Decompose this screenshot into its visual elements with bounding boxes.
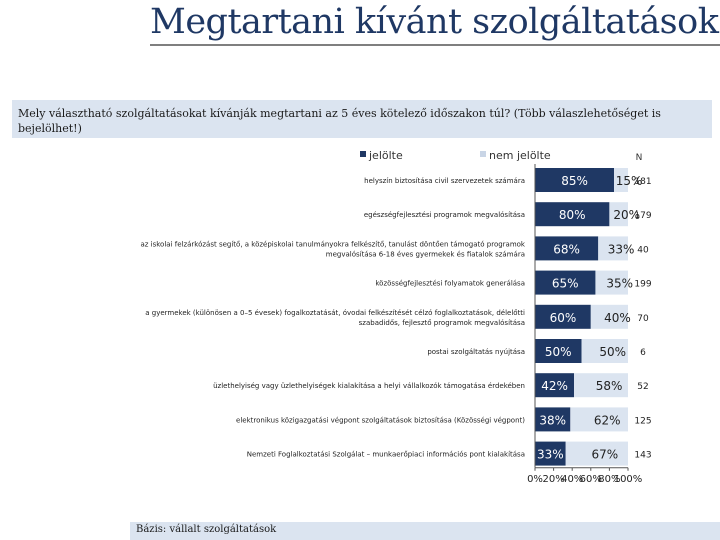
category-label: az iskolai felzárkózást segítő, a középi… xyxy=(140,239,525,248)
bar-nem-jelolte xyxy=(570,407,628,432)
n-value: 179 xyxy=(634,211,651,221)
data-label-jelolte: 80% xyxy=(559,208,586,222)
category-label: postai szolgáltatás nyújtása xyxy=(427,348,525,356)
data-label-nem-jelolte: 62% xyxy=(594,413,621,427)
bar-nem-jelolte xyxy=(598,236,628,261)
legend-swatch-jelolte xyxy=(360,151,366,157)
bar-jelolte xyxy=(535,168,615,192)
x-tick-label: 60% xyxy=(580,474,602,485)
n-value: 143 xyxy=(634,451,651,461)
data-label-nem-jelolte: 50% xyxy=(599,345,626,359)
category-label: Nemzeti Foglalkoztatási Szolgálat – munk… xyxy=(247,450,525,459)
bar-jelolte xyxy=(535,441,566,466)
data-label-nem-jelolte: 40% xyxy=(604,311,631,325)
legend-swatch-nem-jelolte xyxy=(480,151,486,157)
bar-nem-jelolte xyxy=(609,202,628,227)
data-label-jelolte: 60% xyxy=(550,311,577,325)
category-label: egészségfejlesztési programok megvalósít… xyxy=(364,211,525,219)
x-tick-label: 80% xyxy=(598,474,620,485)
bar-nem-jelolte xyxy=(565,441,628,466)
bar-jelolte xyxy=(535,373,575,398)
basis-note: Bázis: vállalt szolgáltatások xyxy=(130,522,720,540)
category-label: szabadidős, fejlesztő programok megvalós… xyxy=(359,318,525,327)
data-label-nem-jelolte: 20% xyxy=(613,208,640,222)
category-label: helyszín biztosítása civil szervezetek s… xyxy=(364,177,525,185)
n-value: 52 xyxy=(637,382,648,392)
bar-nem-jelolte xyxy=(614,168,628,192)
x-tick-label: 40% xyxy=(561,474,583,485)
data-label-nem-jelolte: 33% xyxy=(608,242,635,256)
data-label-jelolte: 50% xyxy=(545,345,572,359)
bar-jelolte xyxy=(535,202,610,227)
n-value: 40 xyxy=(637,245,649,255)
category-label: elektronikus közigazgatási végpont szolg… xyxy=(236,416,525,424)
slide-title: Megtartani kívánt szolgáltatások xyxy=(150,2,719,42)
bar-jelolte xyxy=(535,270,596,295)
bar-jelolte xyxy=(535,236,599,261)
bar-jelolte xyxy=(535,339,582,363)
data-label-jelolte: 65% xyxy=(552,277,579,291)
bar-jelolte xyxy=(535,304,591,329)
legend-label-nem-jelolte: nem jelölte xyxy=(489,149,551,162)
data-label-nem-jelolte: 67% xyxy=(592,448,619,462)
data-label-jelolte: 68% xyxy=(553,242,580,256)
data-label-nem-jelolte: 15% xyxy=(616,174,643,188)
question-box: Mely választható szolgáltatásokat kívánj… xyxy=(12,100,712,138)
n-column-header: N xyxy=(636,153,643,163)
bar-nem-jelolte xyxy=(581,339,628,363)
data-label-nem-jelolte: 35% xyxy=(606,277,633,291)
category-label: üzlethelyiség vagy üzlethelyiségek kiala… xyxy=(213,382,525,390)
bar-nem-jelolte xyxy=(595,270,628,295)
n-value: 199 xyxy=(634,280,651,290)
n-value: 6 xyxy=(640,348,646,358)
bar-nem-jelolte xyxy=(574,373,628,398)
x-tick-label: 0% xyxy=(527,474,543,485)
category-label: megvalósítása 6-18 éves gyermekek és fia… xyxy=(326,250,525,258)
data-label-jelolte: 33% xyxy=(537,448,564,462)
data-label-jelolte: 85% xyxy=(561,174,588,188)
title-divider xyxy=(150,44,720,46)
x-tick-label: 20% xyxy=(542,474,564,485)
data-label-nem-jelolte: 58% xyxy=(596,379,623,393)
category-label: a gyermekek (különösen a 0–5 évesek) fog… xyxy=(145,308,525,317)
data-label-jelolte: 38% xyxy=(539,413,566,427)
n-value: 125 xyxy=(634,416,651,426)
bar-jelolte xyxy=(535,407,571,432)
category-label: közösségfejlesztési folyamatok generálás… xyxy=(375,280,525,288)
legend-label-jelolte: jelölte xyxy=(368,149,403,162)
x-tick-label: 100% xyxy=(614,474,643,485)
bar-nem-jelolte xyxy=(590,304,628,329)
n-value: 181 xyxy=(634,177,651,187)
data-label-jelolte: 42% xyxy=(541,379,568,393)
n-value: 70 xyxy=(637,314,649,324)
